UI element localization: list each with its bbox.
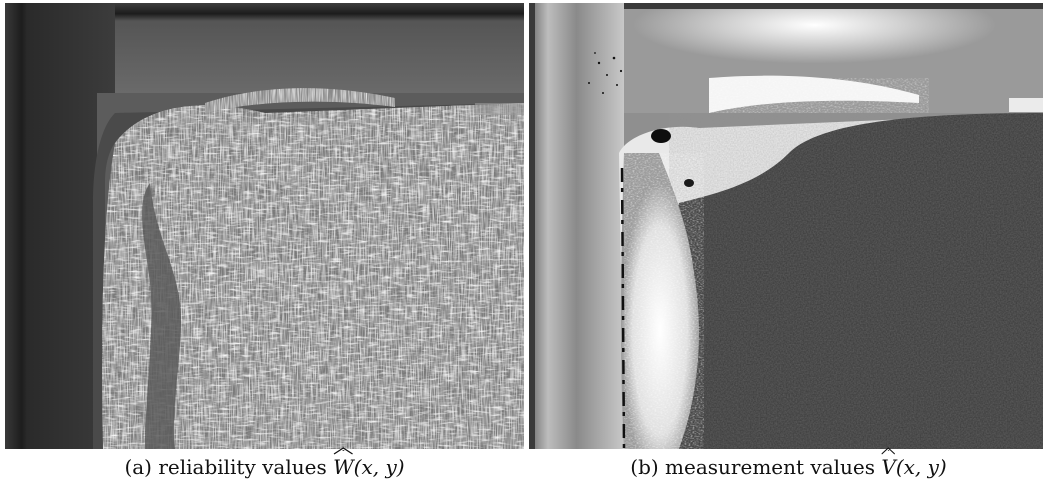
hat-accent-icon (881, 447, 896, 455)
caption-reliability-text: (a) reliability values (124, 455, 327, 479)
caption-measurement-symbol: V (881, 447, 896, 481)
caption-reliability-args: (x, y) (353, 455, 405, 479)
caption-measurement-text: (b) measurement values (630, 455, 875, 479)
caption-reliability: (a) reliability values W (x, y) (5, 447, 524, 481)
measurement-image-graphic (529, 3, 1043, 449)
reliability-image-graphic (5, 3, 524, 449)
hat-accent-icon (333, 447, 353, 455)
measurement-image (529, 3, 1043, 449)
reliability-image (5, 3, 524, 449)
caption-reliability-symbol: W (333, 447, 354, 481)
caption-measurement-args: (x, y) (895, 455, 947, 479)
caption-measurement: (b) measurement values V (x, y) (529, 447, 1043, 481)
